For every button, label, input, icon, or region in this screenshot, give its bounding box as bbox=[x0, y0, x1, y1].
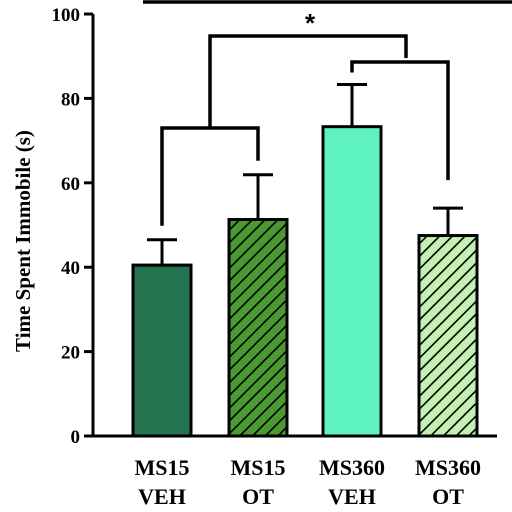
bars bbox=[131, 125, 479, 438]
x-category-label-line2: OT bbox=[242, 484, 274, 509]
bracket-top bbox=[208, 34, 408, 128]
error-bars bbox=[147, 82, 463, 266]
y-tick-label: 80 bbox=[61, 89, 80, 110]
bracket-ms360 bbox=[350, 60, 450, 181]
x-category-label-line2: VEH bbox=[328, 484, 376, 509]
significance-asterisk: * bbox=[305, 8, 316, 38]
bar-hatch bbox=[420, 237, 476, 435]
y-tick-label: 100 bbox=[52, 5, 81, 26]
bracket-ms15 bbox=[160, 126, 260, 226]
bar-hatch bbox=[230, 221, 286, 435]
y-tick-label: 0 bbox=[71, 427, 81, 448]
x-category-label-line2: VEH bbox=[138, 484, 186, 509]
y-tick-label: 40 bbox=[61, 258, 80, 279]
y-tick-label: 60 bbox=[61, 174, 80, 195]
x-category-label-line1: MS360 bbox=[319, 455, 385, 480]
x-category-label-line2: OT bbox=[432, 484, 464, 509]
x-category-label-line1: MS15 bbox=[231, 455, 286, 480]
comparison-brackets: * bbox=[143, 0, 512, 226]
bar bbox=[131, 263, 193, 438]
y-tick-label: 20 bbox=[61, 343, 80, 364]
bar bbox=[321, 125, 383, 438]
x-category-label-line1: MS15 bbox=[135, 455, 190, 480]
y-axis-title: Time Spent Immobile (s) bbox=[11, 130, 35, 352]
x-category-label-line1: MS360 bbox=[415, 455, 481, 480]
x-axis-labels: MS15 VEH MS15 OT MS360 VEH MS360 OT bbox=[135, 455, 482, 509]
